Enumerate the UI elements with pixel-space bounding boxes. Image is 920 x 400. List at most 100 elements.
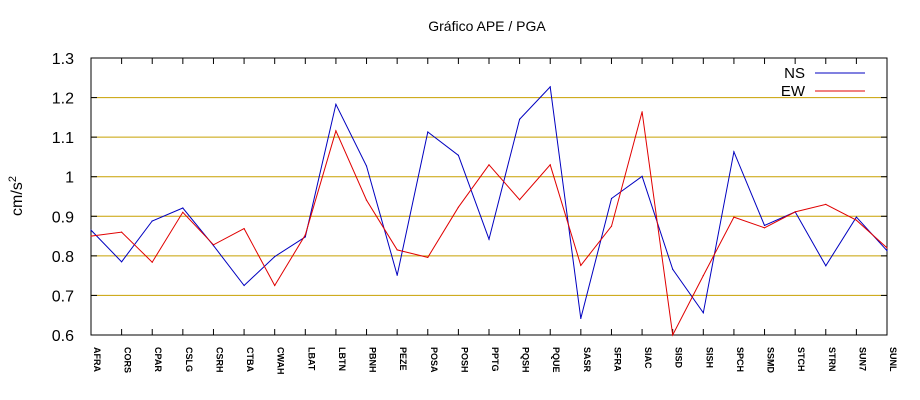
y-axis-ticks: 0.6 0.7 0.8 0.9 1 1.1 1.2 1.3 bbox=[52, 51, 887, 345]
data-point-ew bbox=[733, 216, 735, 218]
data-point-ew bbox=[335, 130, 337, 132]
data-point-ns bbox=[121, 261, 123, 263]
data-point-ew bbox=[304, 234, 306, 236]
data-point-ew bbox=[182, 211, 184, 213]
y-tick-label: 1.3 bbox=[52, 51, 74, 68]
x-tick-label: SASR bbox=[582, 347, 592, 373]
data-point-ew bbox=[365, 199, 368, 201]
data-point-ew bbox=[427, 256, 429, 258]
x-tick-label: SISD bbox=[674, 347, 684, 369]
data-point-ns bbox=[733, 151, 735, 153]
y-tick-label: 1.1 bbox=[52, 130, 74, 147]
x-tick-label: LBTN bbox=[337, 347, 347, 371]
data-point-ew bbox=[243, 228, 245, 230]
data-point-ew bbox=[457, 206, 459, 208]
data-point-ns bbox=[580, 317, 582, 319]
y-tick-label: 1 bbox=[65, 170, 74, 187]
x-tick-label: LBAT bbox=[306, 347, 316, 371]
y-tick-label: 0.7 bbox=[52, 288, 74, 305]
y-tick-label: 0.6 bbox=[52, 328, 74, 345]
data-point-ew bbox=[274, 284, 276, 287]
x-tick-label: CSRH bbox=[214, 347, 224, 373]
data-point-ns bbox=[335, 103, 337, 105]
data-point-ew bbox=[794, 211, 796, 213]
data-point-ns bbox=[519, 118, 521, 120]
x-tick-label: PPTG bbox=[490, 347, 500, 372]
data-point-ew bbox=[396, 249, 398, 251]
data-point-ns bbox=[825, 265, 827, 267]
data-point-ns bbox=[457, 154, 459, 156]
data-point-ns bbox=[243, 284, 245, 287]
x-tick-label: CTBA bbox=[245, 347, 255, 372]
x-tick-label: PBNH bbox=[368, 347, 378, 373]
x-tick-label: PQSH bbox=[521, 347, 531, 373]
x-tick-label: SUNL bbox=[888, 347, 898, 372]
x-tick-label: POSH bbox=[459, 347, 469, 373]
x-tick-label: CSLG bbox=[184, 347, 194, 372]
series-line-ns bbox=[90, 85, 888, 319]
data-point-ns bbox=[549, 86, 551, 88]
data-point-ns bbox=[855, 216, 858, 218]
legend-label: NS bbox=[784, 65, 805, 82]
x-tick-label: SISH bbox=[704, 347, 714, 368]
data-point-ew bbox=[549, 164, 551, 166]
y-axis-label: cm/s2 bbox=[7, 176, 26, 216]
data-point-ns bbox=[886, 250, 888, 252]
data-point-ew bbox=[151, 261, 153, 263]
data-point-ns bbox=[90, 229, 92, 231]
x-tick-label: SFRA bbox=[612, 347, 622, 372]
data-point-ns bbox=[274, 256, 276, 258]
data-point-ew bbox=[519, 199, 521, 201]
y-tick-label: 1.2 bbox=[52, 91, 74, 108]
data-point-ns bbox=[151, 220, 153, 222]
data-point-ns bbox=[365, 165, 368, 167]
plot-frame bbox=[90, 57, 888, 336]
data-point-ew bbox=[702, 275, 704, 277]
data-point-ew bbox=[212, 244, 215, 246]
data-point-ew bbox=[672, 334, 674, 336]
data-point-ew bbox=[886, 247, 888, 249]
y-tick-label: 0.8 bbox=[52, 249, 74, 266]
data-point-ew bbox=[90, 235, 92, 237]
x-tick-label: AFRA bbox=[92, 347, 102, 372]
data-point-ns bbox=[396, 274, 398, 276]
y-tick-label: 0.9 bbox=[52, 209, 74, 226]
x-tick-label: PEZE bbox=[398, 347, 408, 371]
x-tick-label: POSA bbox=[429, 347, 439, 373]
x-tick-label: SSMD bbox=[766, 347, 776, 374]
x-tick-label: SIAC bbox=[643, 347, 653, 369]
data-point-ew bbox=[121, 231, 123, 233]
data-point-ew bbox=[641, 111, 643, 113]
data-point-ns bbox=[763, 224, 766, 226]
x-tick-label: SPCH bbox=[735, 347, 745, 372]
x-tick-label: STCH bbox=[796, 347, 806, 372]
data-point-ns bbox=[304, 236, 306, 238]
data-point-ns bbox=[182, 207, 184, 209]
x-tick-label: CPAR bbox=[153, 347, 163, 372]
data-point-ew bbox=[855, 219, 858, 221]
data-point-ns bbox=[610, 197, 613, 200]
data-point-ns bbox=[702, 312, 704, 314]
data-point-ew bbox=[763, 227, 766, 229]
grid-lines bbox=[91, 97, 887, 296]
series-line-ew bbox=[90, 111, 888, 337]
data-point-ew bbox=[488, 164, 490, 166]
chart-title: Gráfico APE / PGA bbox=[428, 18, 546, 34]
legend-label: EW bbox=[781, 83, 806, 100]
series-group bbox=[90, 85, 888, 337]
data-point-ns bbox=[427, 131, 429, 133]
x-tick-label: CWAH bbox=[276, 347, 286, 375]
x-axis-ticks: AFRA CORS CPAR CSLG CSRH CTBA CWAH LBAT LBTN PBNH… bbox=[90, 58, 898, 375]
data-point-ns bbox=[488, 238, 490, 240]
x-tick-label: CORS bbox=[123, 347, 133, 373]
x-tick-label: PQUE bbox=[551, 347, 561, 373]
data-point-ns bbox=[641, 175, 643, 177]
x-tick-label: STRN bbox=[827, 347, 837, 372]
data-point-ew bbox=[610, 225, 613, 227]
data-point-ew bbox=[825, 203, 827, 205]
data-point-ns bbox=[672, 268, 674, 270]
x-tick-label: SUN7 bbox=[857, 347, 867, 371]
data-point-ew bbox=[580, 264, 582, 266]
